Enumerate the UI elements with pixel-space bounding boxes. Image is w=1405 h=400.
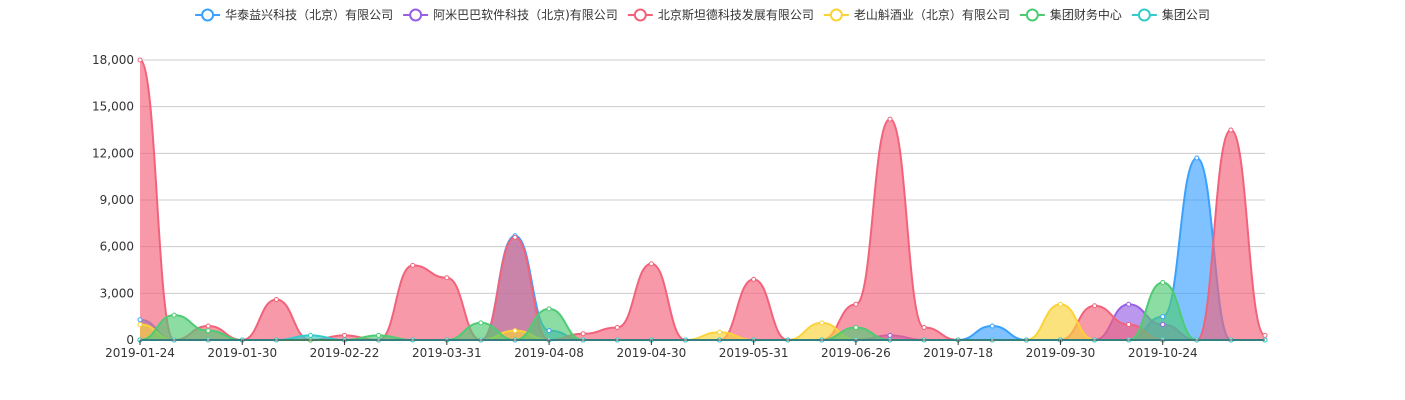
data-point — [887, 116, 893, 122]
x-tick-label: 2019-05-31 — [719, 346, 789, 360]
legend-item-5[interactable]: 集团财务中心 — [1019, 7, 1122, 22]
x-tick-label: 2019-01-30 — [207, 346, 277, 360]
data-point — [1160, 314, 1166, 320]
x-tick-label: 2019-07-18 — [923, 346, 993, 360]
y-tick-label: 6,000 — [100, 240, 134, 254]
data-point — [1057, 301, 1063, 307]
x-tick-label: 2019-03-31 — [412, 346, 482, 360]
legend-label: 阿米巴巴软件科技（北京)有限公司 — [433, 8, 618, 22]
data-point — [1160, 279, 1166, 285]
data-point — [205, 328, 211, 334]
data-point — [648, 261, 654, 267]
data-point — [887, 332, 893, 338]
data-point — [171, 312, 177, 318]
y-tick-label: 0 — [126, 333, 134, 347]
data-point — [478, 320, 484, 326]
chart-axes: 0 3,000 6,000 9,000 12,000 15,000 18,000 2019-0… — [92, 53, 1265, 360]
x-tick-label: 2019-02-22 — [310, 346, 380, 360]
data-point — [342, 332, 348, 338]
data-point — [137, 321, 143, 327]
legend-circle-icon — [829, 8, 843, 22]
data-point — [307, 332, 313, 338]
y-tick-label: 3,000 — [100, 286, 134, 300]
y-tick-label: 18,000 — [92, 53, 134, 67]
x-tick-label: 2019-04-30 — [616, 346, 686, 360]
legend-item-4[interactable]: 老山斛酒业（北京）有限公司 — [823, 8, 1010, 22]
data-point — [273, 297, 279, 303]
chart-legend[interactable]: 华泰益兴科技（北京）有限公司 阿米巴巴软件科技（北京)有限公司 北京斯坦德科技发展有… — [195, 7, 1210, 22]
x-tick-label: 2019-06-26 — [821, 346, 891, 360]
data-point — [512, 234, 518, 240]
data-point — [1126, 301, 1132, 307]
data-point — [1228, 127, 1234, 133]
data-point — [1262, 332, 1268, 338]
data-point — [137, 57, 143, 63]
legend-item-3[interactable]: 北京斯坦德科技发展有限公司 — [627, 7, 814, 22]
data-point — [376, 332, 382, 338]
legend-label: 集团财务中心 — [1050, 7, 1122, 22]
data-point — [1126, 321, 1132, 327]
data-point — [921, 325, 927, 331]
data-point — [1092, 303, 1098, 309]
legend-item-1[interactable]: 华泰益兴科技（北京）有限公司 — [195, 8, 393, 22]
legend-label: 北京斯坦德科技发展有限公司 — [658, 7, 814, 22]
data-point — [546, 328, 552, 334]
data-point — [751, 276, 757, 282]
data-point — [717, 329, 723, 335]
legend-circle-icon — [409, 8, 423, 22]
series-area-5 — [140, 282, 1265, 340]
legend-item-6[interactable]: 集团公司 — [1131, 7, 1210, 22]
data-point — [989, 323, 995, 329]
data-point — [546, 306, 552, 312]
data-point — [819, 320, 825, 326]
legend-label: 老山斛酒业（北京）有限公司 — [854, 8, 1010, 22]
data-point — [444, 275, 450, 281]
x-tick-label: 2019-10-24 — [1128, 346, 1198, 360]
data-point — [512, 328, 518, 334]
data-point — [137, 317, 143, 323]
chart-grid — [140, 59, 1265, 341]
x-tick-label: 2019-09-30 — [1026, 346, 1096, 360]
data-point — [205, 323, 211, 329]
x-tick-label: 2019-04-08 — [514, 346, 584, 360]
series-area-3 — [140, 60, 1265, 340]
chart-series-points — [137, 57, 1268, 343]
legend-circle-icon — [1137, 8, 1151, 22]
data-point — [614, 325, 620, 331]
data-point — [580, 331, 586, 337]
y-tick-label: 9,000 — [100, 193, 134, 207]
legend-label: 华泰益兴科技（北京）有限公司 — [225, 8, 393, 22]
legend-circle-icon — [201, 8, 215, 22]
legend-circle-icon — [633, 8, 647, 22]
legend-label: 集团公司 — [1162, 7, 1210, 22]
data-point — [853, 325, 859, 331]
x-tick-label: 2019-01-24 — [105, 346, 175, 360]
data-point — [410, 262, 416, 268]
data-point — [1160, 321, 1166, 327]
data-point — [853, 301, 859, 307]
legend-item-2[interactable]: 阿米巴巴软件科技（北京)有限公司 — [403, 8, 618, 22]
data-point — [1194, 155, 1200, 161]
legend-circle-icon — [1025, 8, 1039, 22]
y-tick-label: 12,000 — [92, 146, 134, 160]
y-tick-label: 15,000 — [92, 100, 134, 114]
